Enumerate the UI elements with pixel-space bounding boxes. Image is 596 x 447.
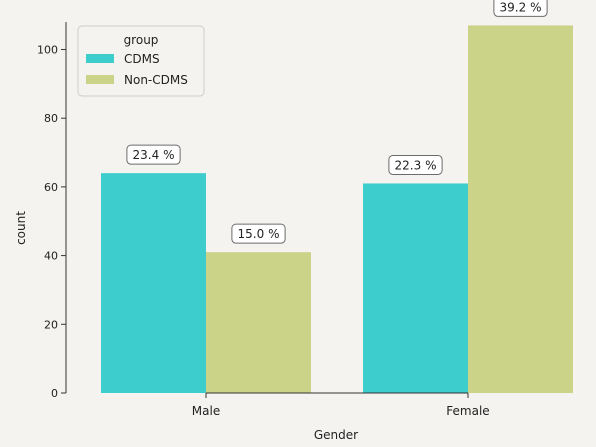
y-tick-label: 20 <box>44 318 58 331</box>
bar-label-cdms-male: 23.4 % <box>133 148 175 162</box>
bars-layer <box>101 25 573 394</box>
x-tick-label-female: Female <box>446 404 489 418</box>
bar-labels-layer: 23.4 % 22.3 % 15.0 % 39.2 % <box>126 0 548 244</box>
y-tick-label: 0 <box>51 387 58 400</box>
legend-title: group <box>124 33 159 47</box>
y-tick-label: 80 <box>44 112 58 125</box>
bar-cdms-male <box>101 173 206 393</box>
legend-swatch-non-cdms <box>86 75 114 84</box>
bar-label-box-cdms-male <box>126 144 181 165</box>
y-tick-label: 60 <box>44 181 58 194</box>
x-tick-label-male: Male <box>192 404 220 418</box>
legend-label-non-cdms: Non-CDMS <box>124 73 188 87</box>
x-axis-label: Gender <box>314 428 358 442</box>
bar-non-cdms-male <box>206 252 311 393</box>
bar-label-non-cdms-female: 39.2 % <box>500 0 542 14</box>
axes-layer: 0 20 40 60 80 100 Male Female <box>37 22 490 418</box>
legend: group CDMS Non-CDMS <box>77 25 205 97</box>
y-axis-label: count <box>14 211 28 245</box>
y-tick-label: 40 <box>44 250 58 263</box>
bar-label-box-non-cdms-male <box>231 223 286 244</box>
bar-label-non-cdms-male: 15.0 % <box>238 227 280 241</box>
y-tick-label: 100 <box>37 43 58 56</box>
bar-cdms-female <box>363 183 468 393</box>
legend-swatch-cdms <box>86 54 114 63</box>
bar-label-box-non-cdms-female <box>493 0 548 17</box>
bar-label-box-cdms-female <box>388 154 443 175</box>
bar-label-cdms-female: 22.3 % <box>395 158 437 172</box>
legend-label-cdms: CDMS <box>124 52 160 66</box>
bar-non-cdms-female <box>468 25 573 394</box>
